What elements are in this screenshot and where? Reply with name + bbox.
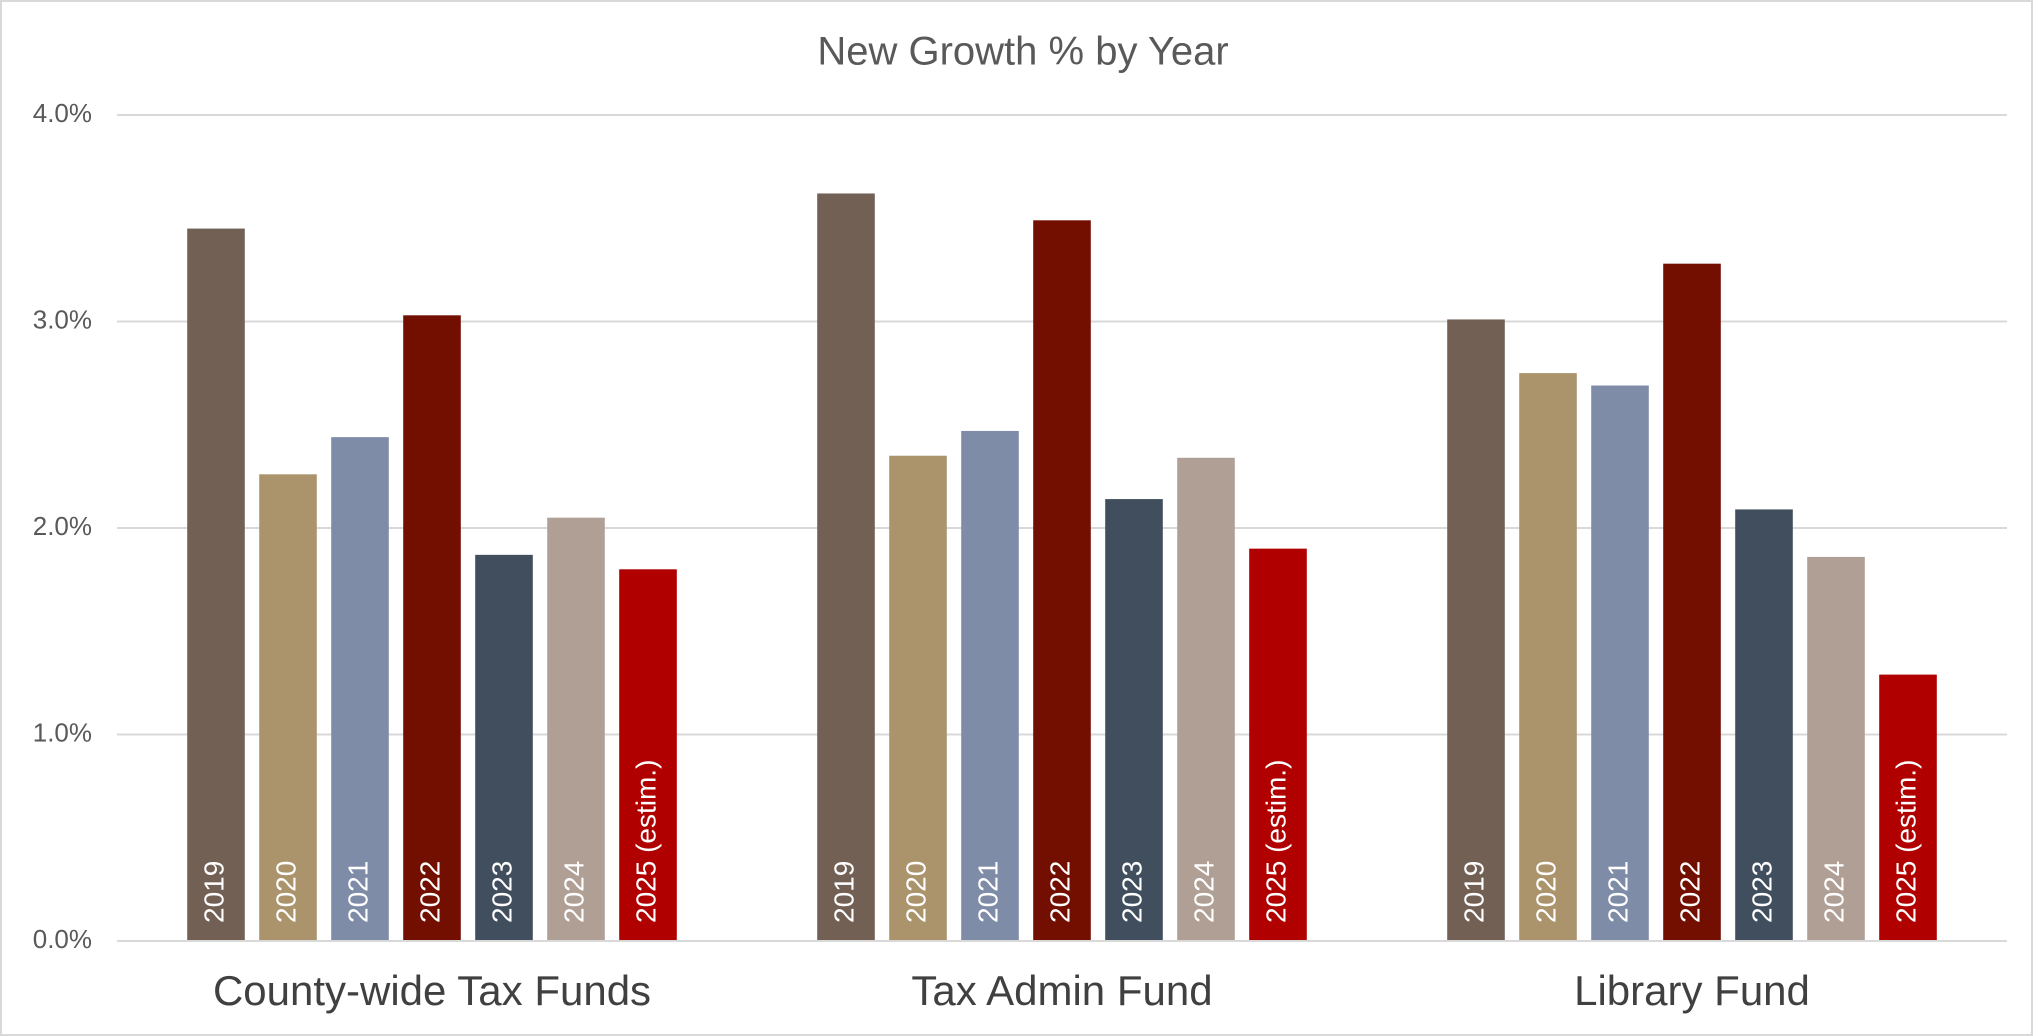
bar-label: 2024 <box>1818 861 1849 923</box>
x-tick-label: Tax Admin Fund <box>911 967 1212 1014</box>
bar-label: 2022 <box>1044 861 1075 923</box>
bar <box>889 455 947 941</box>
bar <box>1447 319 1505 941</box>
bar-label: 2024 <box>558 861 589 923</box>
bar <box>1807 556 1865 941</box>
y-tick-label: 3.0% <box>33 304 92 334</box>
bar-label: 2025 (estim.) <box>1260 760 1291 923</box>
bar <box>1663 263 1721 941</box>
bar-label: 2023 <box>1746 861 1777 923</box>
bar-label: 2023 <box>486 861 517 923</box>
bar <box>817 193 875 942</box>
bar <box>331 437 389 941</box>
bar <box>1519 373 1577 941</box>
bar <box>547 517 605 941</box>
bar <box>1105 499 1163 941</box>
bar <box>1033 220 1091 941</box>
bar <box>1249 548 1307 941</box>
y-tick-label: 0.0% <box>33 924 92 954</box>
bar <box>619 569 677 941</box>
bar-label: 2019 <box>198 861 229 923</box>
bar <box>1879 674 1937 941</box>
bar <box>1177 457 1235 941</box>
y-tick-label: 1.0% <box>33 717 92 747</box>
bar-label: 2023 <box>1116 861 1147 923</box>
x-tick-label: County-wide Tax Funds <box>213 967 651 1014</box>
bar <box>403 315 461 941</box>
y-tick-label: 2.0% <box>33 511 92 541</box>
bar <box>1735 509 1793 941</box>
bar-label: 2020 <box>900 861 931 923</box>
chart-title: New Growth % by Year <box>817 30 1228 74</box>
bar-label: 2025 (estim.) <box>1890 760 1921 923</box>
bar <box>1591 385 1649 941</box>
bar-label: 2021 <box>972 861 1003 923</box>
bar-label: 2025 (estim.) <box>630 760 661 923</box>
bar <box>475 554 533 941</box>
bar-label: 2020 <box>1530 861 1561 923</box>
x-tick-label: Library Fund <box>1574 967 1810 1014</box>
bar-label: 2021 <box>1602 861 1633 923</box>
y-tick-label: 4.0% <box>33 98 92 128</box>
bar-label: 2021 <box>342 861 373 923</box>
bar <box>259 474 317 941</box>
bar-label: 2020 <box>270 861 301 923</box>
bar-label: 2022 <box>1674 861 1705 923</box>
bar-label: 2022 <box>414 861 445 923</box>
bar <box>961 430 1019 941</box>
bar-label: 2019 <box>1458 861 1489 923</box>
bar-label: 2024 <box>1188 861 1219 923</box>
bar <box>187 228 245 941</box>
bar-label: 2019 <box>828 861 859 923</box>
